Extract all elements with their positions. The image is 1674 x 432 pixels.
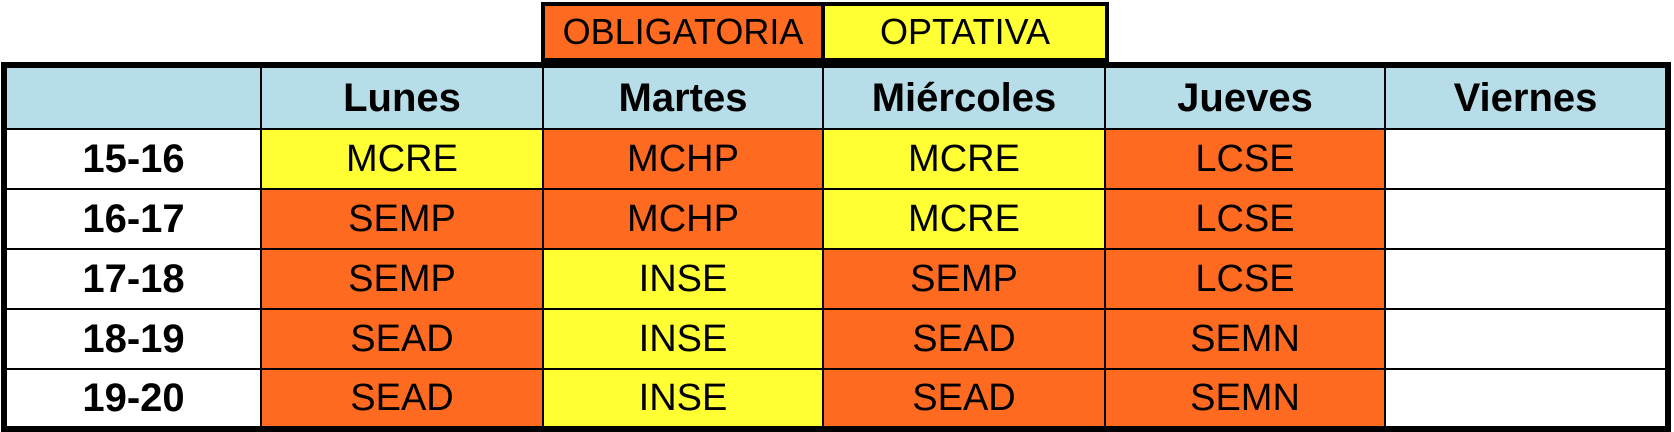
class-cell: SEMP: [824, 250, 1106, 310]
time-slot: 17-18: [7, 250, 262, 310]
class-cell: INSE: [544, 310, 824, 370]
header-corner: [7, 68, 262, 130]
time-slot: 16-17: [7, 190, 262, 250]
class-cell: LCSE: [1106, 130, 1386, 190]
class-cell: SEAD: [262, 310, 544, 370]
legend-obligatoria: OBLIGATORIA: [545, 6, 825, 58]
class-cell: SEAD: [824, 310, 1106, 370]
class-cell: MCHP: [544, 130, 824, 190]
class-cell: SEMN: [1106, 370, 1386, 426]
class-cell: MCHP: [544, 190, 824, 250]
header-day-jueves: Jueves: [1106, 68, 1386, 130]
class-cell: [1386, 130, 1665, 190]
class-cell: [1386, 190, 1665, 250]
time-slot: 15-16: [7, 130, 262, 190]
class-cell: LCSE: [1106, 250, 1386, 310]
class-cell: SEMN: [1106, 310, 1386, 370]
class-cell: MCRE: [824, 130, 1106, 190]
class-cell: SEAD: [262, 370, 544, 426]
header-day-viernes: Viernes: [1386, 68, 1665, 130]
class-cell: [1386, 310, 1665, 370]
class-cell: [1386, 370, 1665, 426]
class-cell: INSE: [544, 370, 824, 426]
class-cell: INSE: [544, 250, 824, 310]
header-day-miercoles: Miércoles: [824, 68, 1106, 130]
legend-optativa: OPTATIVA: [825, 6, 1105, 58]
class-cell: LCSE: [1106, 190, 1386, 250]
class-cell: MCRE: [824, 190, 1106, 250]
header-day-martes: Martes: [544, 68, 824, 130]
class-cell: SEMP: [262, 190, 544, 250]
class-cell: SEAD: [824, 370, 1106, 426]
schedule-table: Lunes Martes Miércoles Jueves Viernes 15…: [1, 62, 1671, 432]
time-slot: 19-20: [7, 370, 262, 426]
class-cell: SEMP: [262, 250, 544, 310]
header-day-lunes: Lunes: [262, 68, 544, 130]
class-cell: [1386, 250, 1665, 310]
time-slot: 18-19: [7, 310, 262, 370]
class-cell: MCRE: [262, 130, 544, 190]
legend: OBLIGATORIA OPTATIVA: [541, 2, 1109, 62]
